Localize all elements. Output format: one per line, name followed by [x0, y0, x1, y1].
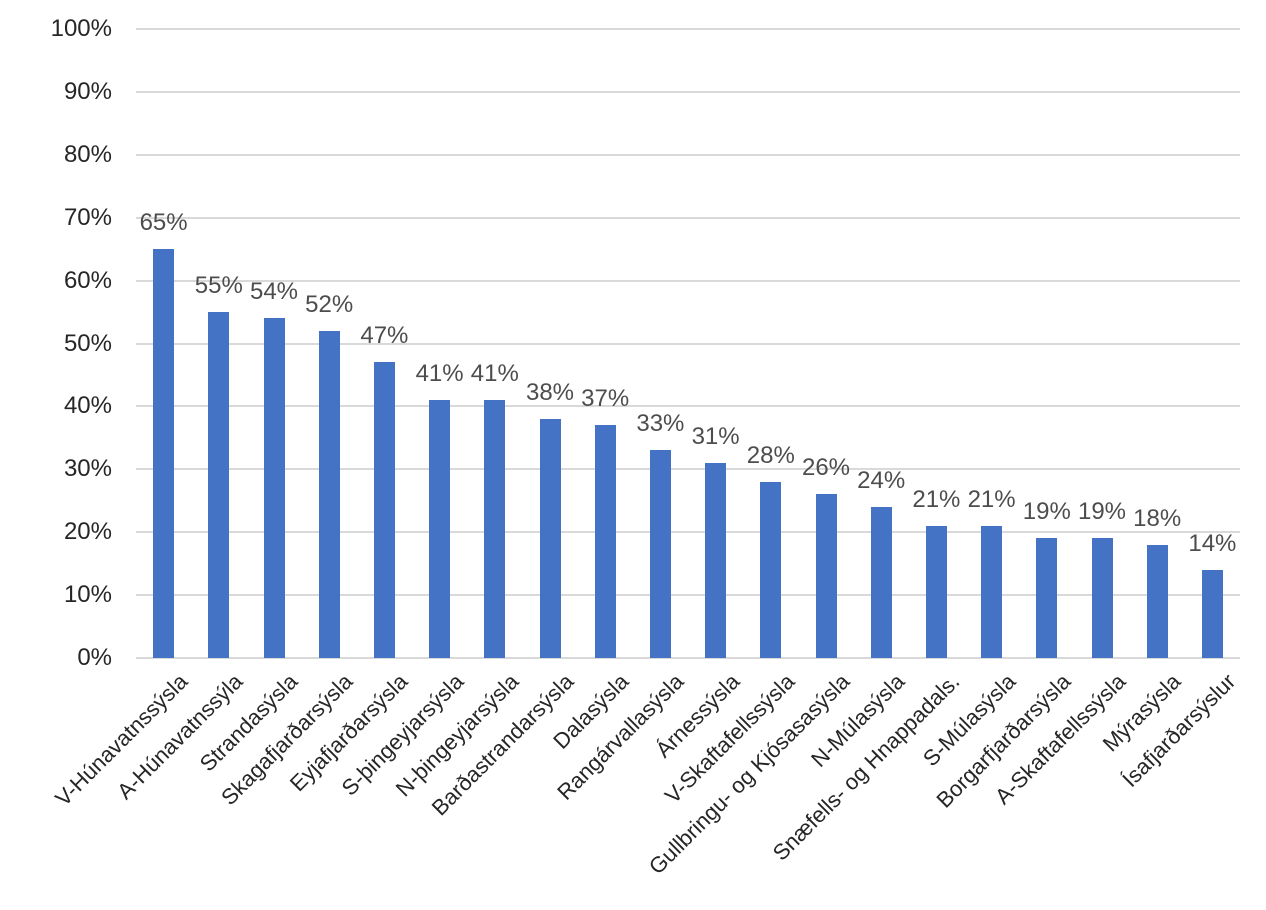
bar [484, 400, 506, 658]
bar [263, 318, 285, 658]
bar [760, 481, 782, 658]
bar [815, 494, 837, 658]
bar-value-label: 52% [305, 290, 354, 318]
bar-value-label: 19% [1022, 498, 1071, 526]
bar [925, 525, 947, 658]
bar-value-label: 18% [1133, 504, 1182, 532]
bar [429, 400, 451, 658]
y-tick-label: 100% [50, 15, 112, 42]
bar [649, 450, 671, 658]
bar [870, 507, 892, 658]
gridline [136, 342, 1240, 345]
gridline [136, 28, 1240, 30]
gridline [136, 468, 1240, 471]
bar-value-label: 24% [857, 467, 906, 495]
gridline [136, 594, 1240, 597]
gridline [136, 405, 1240, 408]
bar-value-label: 65% [139, 209, 188, 237]
gridline [136, 90, 1240, 93]
bar-value-label: 33% [636, 410, 685, 438]
gridline [136, 216, 1240, 219]
bar [981, 525, 1003, 658]
y-tick-label: 50% [63, 329, 112, 357]
bar-value-label: 37% [581, 385, 630, 413]
bar-value-label: 26% [801, 454, 851, 482]
bar-value-label: 28% [746, 441, 795, 469]
bar-value-label: 21% [967, 485, 1016, 513]
bar-value-label: 41% [415, 360, 464, 388]
bar [705, 463, 727, 658]
y-tick-label: 70% [63, 203, 112, 231]
bar-value-label: 19% [1077, 498, 1127, 526]
bar-value-label: 54% [249, 278, 299, 306]
bar [1091, 538, 1113, 658]
y-tick-label: 40% [63, 392, 112, 420]
bar-value-label: 31% [691, 423, 740, 450]
y-tick-label: 90% [63, 77, 112, 105]
y-tick-label: 30% [63, 455, 112, 483]
bar [1201, 569, 1223, 658]
bar-value-label: 55% [194, 272, 243, 300]
gridline [136, 657, 1240, 659]
bar [153, 249, 175, 658]
gridline [136, 153, 1240, 156]
y-tick-label: 20% [63, 518, 112, 546]
bar [208, 312, 230, 658]
bar-value-label: 21% [912, 485, 961, 513]
bar [1146, 544, 1168, 658]
bar-value-label: 38% [525, 378, 575, 406]
bar [373, 362, 395, 658]
y-tick-label: 60% [63, 266, 112, 294]
bar-value-label: 47% [360, 322, 409, 350]
gridline [136, 279, 1240, 282]
bar-value-label: 14% [1188, 529, 1237, 557]
bar [1036, 538, 1058, 658]
y-tick-label: 80% [63, 140, 112, 168]
bar [594, 425, 616, 658]
bar-value-label: 41% [470, 360, 519, 388]
bar [318, 330, 340, 658]
bar [539, 418, 561, 658]
y-tick-label: 0% [77, 644, 112, 671]
gridline [136, 531, 1240, 534]
y-tick-label: 10% [63, 581, 112, 609]
